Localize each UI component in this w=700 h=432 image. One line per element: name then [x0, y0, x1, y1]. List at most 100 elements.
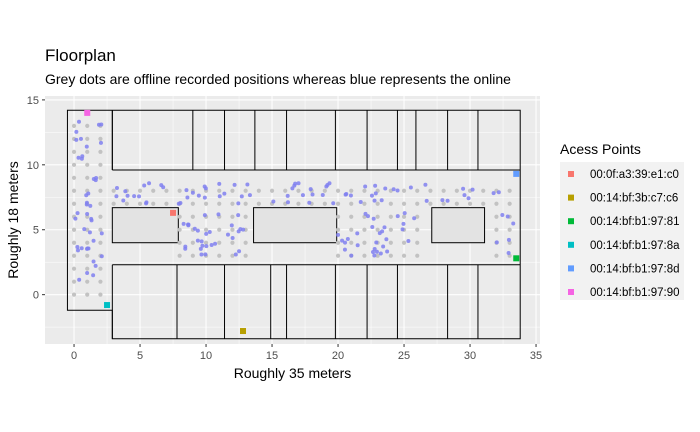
- online-point: [123, 189, 128, 194]
- online-point: [84, 193, 89, 198]
- offline-point: [230, 227, 235, 232]
- online-point: [379, 198, 384, 203]
- online-point: [121, 198, 126, 203]
- online-point: [185, 195, 190, 200]
- online-point: [327, 181, 332, 186]
- offline-point: [98, 292, 103, 297]
- online-point: [137, 194, 142, 199]
- online-point: [285, 193, 290, 198]
- y-tick-label: 0: [33, 290, 39, 302]
- offline-point: [388, 240, 393, 245]
- online-point: [176, 201, 181, 206]
- offline-point: [230, 240, 235, 245]
- offline-point: [494, 227, 499, 232]
- offline-point: [71, 162, 77, 167]
- offline-point: [137, 188, 143, 193]
- offline-point: [164, 201, 169, 206]
- offline-point: [243, 253, 248, 258]
- online-point: [307, 200, 312, 205]
- offline-point: [388, 227, 393, 232]
- offline-point: [98, 279, 103, 284]
- online-point: [75, 211, 80, 216]
- online-point: [225, 232, 230, 237]
- room: [253, 207, 338, 244]
- online-point: [461, 186, 466, 191]
- online-point: [195, 228, 200, 233]
- online-point: [500, 213, 505, 218]
- offline-point: [441, 188, 446, 193]
- online-point: [385, 249, 390, 254]
- offline-point: [217, 188, 222, 193]
- offline-point: [203, 227, 209, 232]
- offline-point: [98, 240, 103, 245]
- offline-point: [177, 253, 182, 258]
- legend-key: [568, 289, 574, 295]
- y-tick-label: 5: [33, 225, 39, 237]
- legend-label: 00:14:bf:b1:97:8a: [590, 240, 680, 252]
- offline-point: [124, 201, 129, 206]
- offline-point: [190, 240, 195, 245]
- offline-point: [85, 162, 90, 167]
- offline-point: [349, 201, 354, 206]
- x-axis-ticks: 0 5 10 15 20 25 30 35: [71, 344, 542, 362]
- offline-point: [217, 253, 222, 258]
- y-axis-ticks: 0 5 10 15: [27, 95, 45, 302]
- offline-point: [362, 188, 367, 193]
- online-point: [370, 250, 375, 255]
- online-point: [207, 229, 212, 234]
- online-point: [78, 136, 83, 141]
- offline-point: [335, 253, 341, 258]
- online-point: [229, 223, 234, 228]
- offline-point: [375, 253, 380, 258]
- online-point: [293, 181, 298, 186]
- offline-point: [507, 227, 512, 232]
- online-point: [183, 244, 188, 249]
- offline-point: [111, 188, 116, 193]
- offline-point: [415, 201, 420, 206]
- online-point: [373, 183, 378, 188]
- access-point-marker: [104, 302, 111, 309]
- offline-point: [243, 188, 248, 193]
- online-point: [202, 195, 207, 200]
- offline-point: [401, 188, 407, 193]
- offline-point: [401, 201, 407, 206]
- online-point: [75, 248, 80, 253]
- offline-point: [85, 266, 90, 271]
- offline-point: [349, 188, 354, 193]
- online-point: [372, 253, 377, 258]
- online-point: [85, 246, 90, 251]
- offline-point: [335, 227, 341, 232]
- online-point: [217, 194, 222, 199]
- online-point: [363, 184, 368, 189]
- offline-point: [85, 175, 90, 180]
- online-point: [331, 201, 336, 206]
- legend-label: 00:14:bf:3b:c7:c6: [590, 193, 678, 205]
- online-point: [199, 239, 204, 244]
- online-point: [466, 196, 471, 201]
- x-tick-label: 35: [530, 350, 542, 362]
- online-point: [374, 249, 379, 254]
- offline-point: [217, 227, 222, 232]
- offline-point: [415, 240, 420, 245]
- online-point: [400, 227, 405, 232]
- online-point: [395, 214, 400, 219]
- offline-point: [441, 201, 446, 206]
- online-point: [506, 237, 511, 242]
- offline-point: [296, 201, 301, 206]
- online-point: [203, 252, 208, 257]
- legend-key: [568, 265, 574, 272]
- online-point: [402, 211, 407, 216]
- online-point: [373, 191, 378, 196]
- offline-point: [507, 201, 512, 206]
- x-tick-label: 10: [200, 350, 212, 362]
- online-point: [159, 183, 164, 188]
- online-point: [204, 231, 209, 236]
- online-point: [241, 227, 246, 232]
- online-point: [236, 201, 241, 206]
- online-point: [232, 182, 237, 187]
- offline-point: [375, 227, 380, 232]
- online-point: [239, 194, 244, 199]
- online-point: [381, 244, 386, 249]
- offline-point: [362, 227, 367, 232]
- room: [431, 207, 486, 244]
